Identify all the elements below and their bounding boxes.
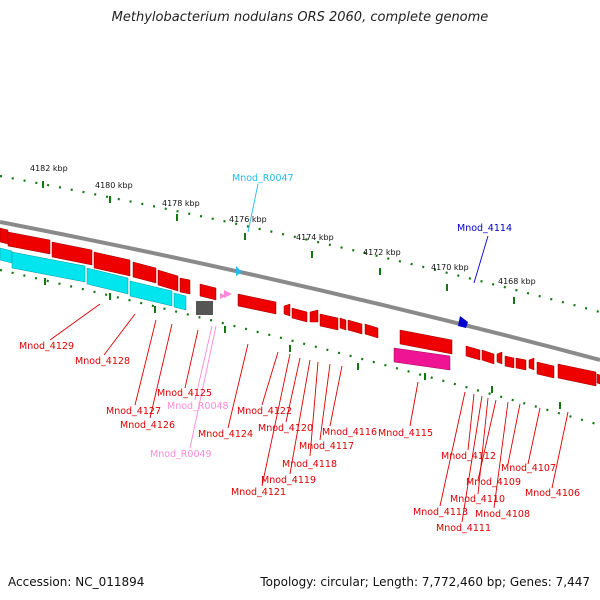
gene-label-mnod-4113: Mnod_4113 <box>413 507 468 518</box>
gene-arrow <box>179 277 191 295</box>
genome-stats-text: Topology: circular; Length: 7,772,460 bp… <box>260 575 590 589</box>
gene-label-mnod-4126: Mnod_4126 <box>120 420 175 431</box>
gene-arrow <box>157 269 179 292</box>
leader-line-blue <box>473 235 489 284</box>
gene-label-mnod-4111: Mnod_4111 <box>436 523 491 534</box>
gene-label-mnod-4110: Mnod_4110 <box>450 494 505 505</box>
gene-label-mnod-4112: Mnod_4112 <box>441 451 496 462</box>
accession-text: Accession: NC_011894 <box>8 575 145 589</box>
gene-label-mnod-4117: Mnod_4117 <box>299 441 354 452</box>
kbp-label-4170: 4170 kbp <box>431 263 469 272</box>
ruler-major-ticks-outer <box>42 181 515 304</box>
map-title: Methylobacterium nodulans ORS 2060, comp… <box>111 10 489 25</box>
gene-label-mnod-4115: Mnod_4115 <box>378 428 433 439</box>
gene-arrow <box>199 283 217 301</box>
gene-arrow <box>51 241 93 266</box>
gene-arrow <box>7 231 51 255</box>
gene-arrow <box>132 261 157 284</box>
gene-label-mnod-4106: Mnod_4106 <box>525 488 580 499</box>
blue-gene-marker <box>458 316 468 328</box>
gene-label-mnod-4128: Mnod_4128 <box>75 356 130 367</box>
gene-label-mnod-r0048: Mnod_R0048 <box>167 401 229 412</box>
kbp-label-4182: 4182 kbp <box>30 164 68 173</box>
genes-row-right <box>465 345 600 387</box>
gene-label-mnod-4119: Mnod_4119 <box>261 475 316 486</box>
leader-lines-red <box>49 303 569 523</box>
leader-line-rrna <box>247 183 259 233</box>
genes-cyan <box>0 247 187 311</box>
gene-label-mnod-4116: Mnod_4116 <box>322 427 377 438</box>
gene-label-mnod-4107: Mnod_4107 <box>501 463 556 474</box>
genome-backbone <box>0 220 600 362</box>
gene-label-mnod-4109: Mnod_4109 <box>466 477 521 488</box>
gene-arrow <box>0 227 9 245</box>
gene-label-mnod-4114: Mnod_4114 <box>457 223 512 234</box>
gene-label-mnod-r0049: Mnod_R0049 <box>150 449 212 460</box>
gene-label-mnod-4129: Mnod_4129 <box>19 341 74 352</box>
ruler-major-ticks-inner <box>44 278 561 409</box>
gene-labels: Mnod_4129 Mnod_4128 Mnod_4127 Mnod_4126 … <box>19 173 580 534</box>
kbp-label-4178: 4178 kbp <box>162 199 200 208</box>
gene-label-mnod-r0047: Mnod_R0047 <box>232 173 294 184</box>
genes-row-center <box>237 293 453 355</box>
gene-label-mnod-4124: Mnod_4124 <box>198 429 253 440</box>
kbp-label-4174: 4174 kbp <box>296 233 334 242</box>
ruler-dots-outer <box>0 174 600 314</box>
gene-label-mnod-4118: Mnod_4118 <box>282 459 337 470</box>
kbp-label-4168: 4168 kbp <box>498 277 536 286</box>
kbp-label-4172: 4172 kbp <box>363 248 401 257</box>
gene-gray <box>196 301 213 315</box>
ruler-dots-inner <box>0 268 600 427</box>
rrna-marker <box>236 266 242 276</box>
gene-magenta <box>393 347 451 371</box>
leader-lines-pink <box>189 325 217 449</box>
trna-markers <box>220 290 232 299</box>
gene-label-mnod-4121: Mnod_4121 <box>231 487 286 498</box>
gene-label-mnod-4125: Mnod_4125 <box>157 388 212 399</box>
gene-arrow <box>93 251 131 277</box>
gene-label-mnod-4122: Mnod_4122 <box>237 406 292 417</box>
gene-label-mnod-4127: Mnod_4127 <box>106 406 161 417</box>
kbp-label-4180: 4180 kbp <box>95 181 133 190</box>
kbp-label-4176: 4176 kbp <box>229 215 267 224</box>
genes-row-left <box>0 227 217 301</box>
gene-label-mnod-4120: Mnod_4120 <box>258 423 313 434</box>
gene-label-mnod-4108: Mnod_4108 <box>475 509 530 520</box>
